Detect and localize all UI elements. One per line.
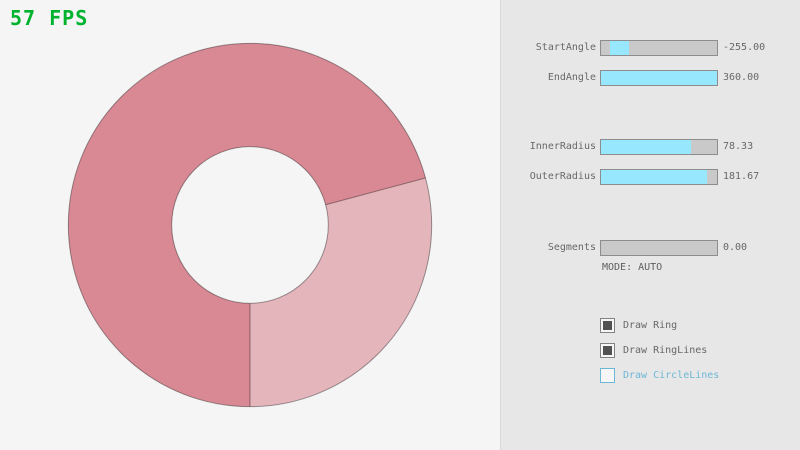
outer-radius-slider-fill: [601, 170, 707, 184]
inner-radius-label: InnerRadius: [529, 141, 596, 152]
segments-slider[interactable]: [600, 240, 718, 256]
draw-circlelines-checkbox[interactable]: [600, 368, 615, 383]
end-angle-value: 360.00: [723, 72, 760, 83]
fps-counter: 57 FPS: [10, 6, 89, 30]
ring-radial-line: [325, 177, 426, 206]
draw-circlelines-checkbox-label: Draw CircleLines: [623, 370, 720, 381]
draw-ringlines-checkbox[interactable]: [600, 343, 615, 358]
outer-radius-value: 181.67: [723, 171, 760, 182]
inner-radius-value: 78.33: [723, 141, 754, 152]
outer-radius-slider[interactable]: [600, 169, 718, 185]
checkbox-row-draw-circlelines: Draw CircleLines: [600, 368, 800, 383]
segments-label: Segments: [547, 242, 596, 253]
checkbox-row-draw-ring: Draw Ring: [600, 318, 800, 333]
start-angle-slider[interactable]: [600, 40, 718, 56]
inner-radius-slider-fill: [601, 140, 692, 154]
slider-row-segments: Segments 0.00: [501, 240, 800, 256]
start-angle-value: -255.00: [723, 42, 766, 53]
outer-radius-label: OuterRadius: [529, 171, 596, 182]
end-angle-slider[interactable]: [600, 70, 718, 86]
inner-radius-slider[interactable]: [600, 139, 718, 155]
slider-row-end-angle: EndAngle 360.00: [501, 70, 800, 86]
segments-value: 0.00: [723, 242, 748, 253]
slider-row-inner-radius: InnerRadius 78.33: [501, 139, 800, 155]
ring-inner-line: [171, 146, 329, 304]
checkbox-row-draw-ringlines: Draw RingLines: [600, 343, 800, 358]
draw-ring-checkbox[interactable]: [600, 318, 615, 333]
slider-row-outer-radius: OuterRadius 181.67: [501, 169, 800, 185]
start-angle-slider-fill: [610, 41, 629, 55]
draw-ringlines-checkbox-label: Draw RingLines: [623, 345, 708, 356]
ring-sector: [68, 43, 426, 407]
ring-sector: [250, 177, 432, 407]
slider-row-start-angle: StartAngle -255.00: [501, 40, 800, 56]
control-panel: StartAngle -255.00 EndAngle 360.00 Inner…: [500, 0, 800, 450]
end-angle-label: EndAngle: [547, 72, 596, 83]
segments-mode-label: MODE: AUTO: [602, 262, 663, 273]
start-angle-label: StartAngle: [535, 42, 596, 53]
end-angle-slider-fill: [601, 71, 717, 85]
ring-svg: [67, 42, 433, 408]
draw-ring-checkbox-label: Draw Ring: [623, 320, 678, 331]
ring-outer-line: [67, 42, 433, 408]
